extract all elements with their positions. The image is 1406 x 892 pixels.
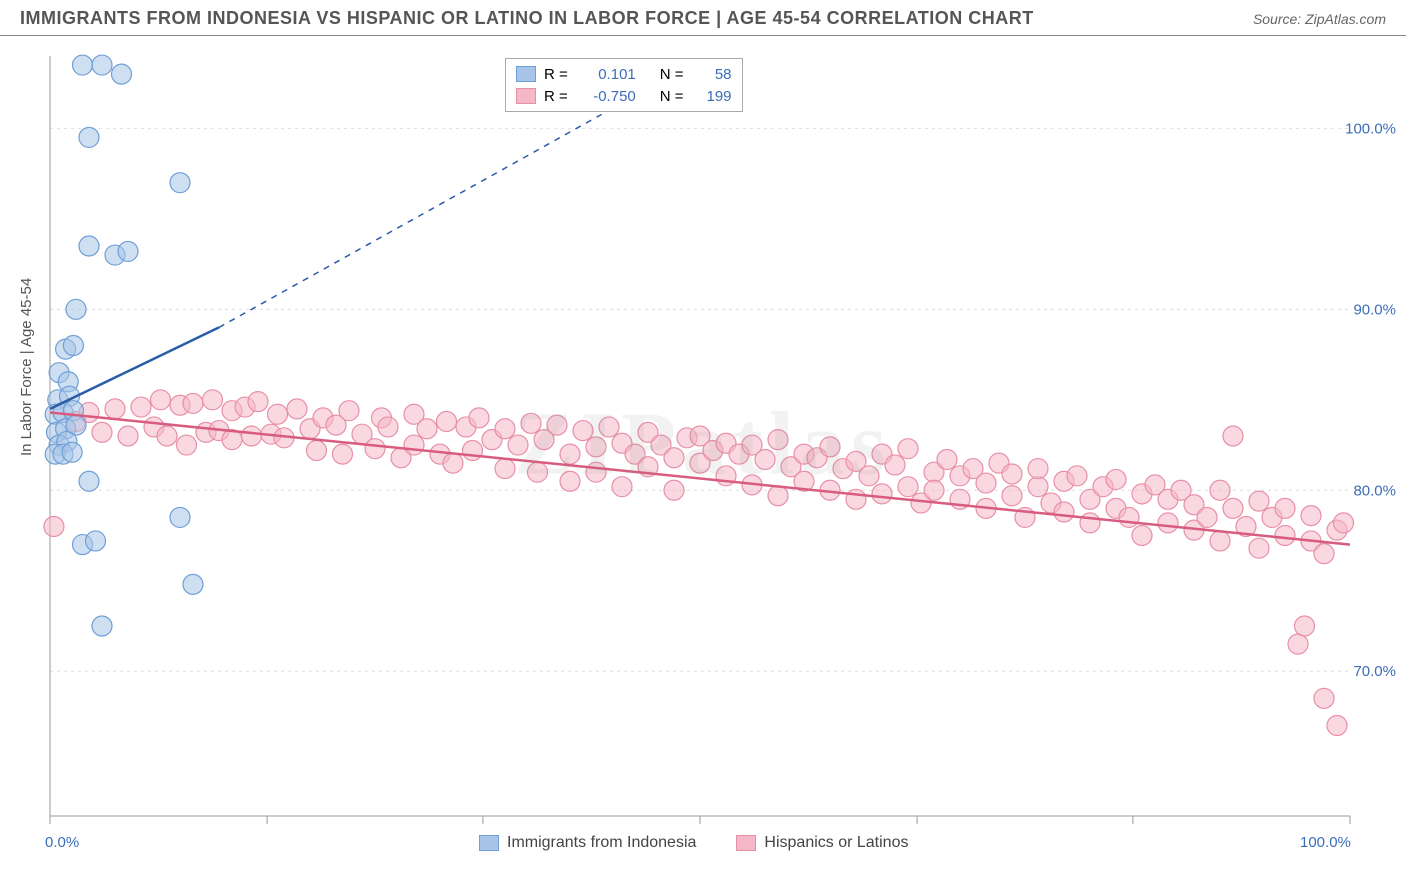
chart-area: In Labor Force | Age 45-54 ZIPatlas 70.0… <box>0 36 1406 886</box>
r-label: R = <box>544 66 568 83</box>
svg-text:90.0%: 90.0% <box>1353 301 1396 318</box>
n-value-pink: 199 <box>692 88 732 105</box>
legend-item-blue: Immigrants from Indonesia <box>479 834 696 852</box>
swatch-blue <box>479 835 499 851</box>
swatch-pink <box>736 835 756 851</box>
legend-row-blue: R = 0.101 N = 58 <box>516 63 732 85</box>
n-label: N = <box>660 88 684 105</box>
n-label: N = <box>660 66 684 83</box>
swatch-blue <box>516 66 536 82</box>
correlation-legend: R = 0.101 N = 58 R = -0.750 N = 199 <box>505 58 743 112</box>
series-label-blue: Immigrants from Indonesia <box>507 834 696 852</box>
series-legend: Immigrants from Indonesia Hispanics or L… <box>479 834 908 852</box>
x-axis-max: 100.0% <box>1300 834 1351 851</box>
scatter-plot: 70.0% 80.0% 90.0% 100.0% <box>0 36 1400 876</box>
chart-source: Source: ZipAtlas.com <box>1253 11 1386 27</box>
chart-title: IMMIGRANTS FROM INDONESIA VS HISPANIC OR… <box>20 8 1034 29</box>
legend-item-pink: Hispanics or Latinos <box>736 834 908 852</box>
chart-header: IMMIGRANTS FROM INDONESIA VS HISPANIC OR… <box>0 0 1406 36</box>
r-label: R = <box>544 88 568 105</box>
series-label-pink: Hispanics or Latinos <box>764 834 908 852</box>
r-value-blue: 0.101 <box>576 66 636 83</box>
legend-row-pink: R = -0.750 N = 199 <box>516 85 732 107</box>
n-value-blue: 58 <box>692 66 732 83</box>
r-value-pink: -0.750 <box>576 88 636 105</box>
swatch-pink <box>516 88 536 104</box>
svg-text:80.0%: 80.0% <box>1353 482 1396 499</box>
y-axis-label: In Labor Force | Age 45-54 <box>18 278 35 456</box>
svg-text:70.0%: 70.0% <box>1353 663 1396 680</box>
x-axis-min: 0.0% <box>45 834 79 851</box>
svg-text:100.0%: 100.0% <box>1345 120 1396 137</box>
